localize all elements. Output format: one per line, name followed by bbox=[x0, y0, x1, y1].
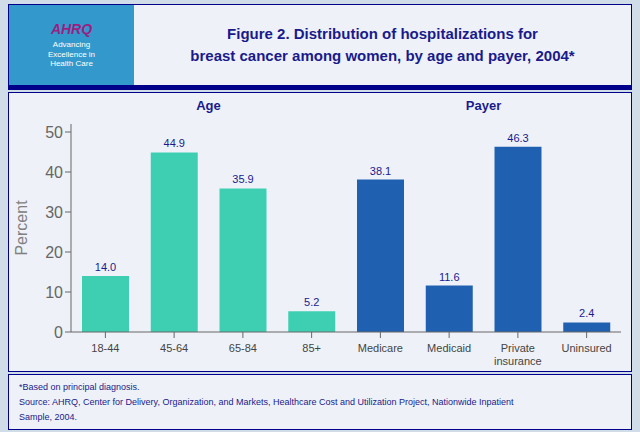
svg-text:20: 20 bbox=[45, 244, 63, 261]
svg-text:0: 0 bbox=[54, 324, 63, 341]
html-text:breast cancer among women, by: breast cancer among women, by age and pa… bbox=[190, 47, 575, 64]
svg-text:40: 40 bbox=[45, 164, 63, 181]
svg-text:Uninsured: Uninsured bbox=[562, 342, 612, 354]
svg-text:5.2: 5.2 bbox=[304, 296, 319, 308]
svg-text:35.9: 35.9 bbox=[232, 173, 253, 185]
svg-text:Percent: Percent bbox=[13, 200, 30, 256]
html-text:Source: AHRQ, Center for Deliv: Source: AHRQ, Center for Delivery, Organ… bbox=[19, 397, 514, 407]
svg-text:Medicaid: Medicaid bbox=[427, 342, 471, 354]
html-text:*Based on principal diagnosis.: *Based on principal diagnosis. bbox=[19, 382, 140, 392]
html-text:Excellence in: Excellence in bbox=[47, 49, 96, 59]
svg-text:2.4: 2.4 bbox=[579, 307, 594, 319]
svg-text:46.3: 46.3 bbox=[507, 132, 528, 144]
svg-text:14.0: 14.0 bbox=[95, 261, 116, 273]
svg-text:85+: 85+ bbox=[302, 342, 321, 354]
svg-text:44.9: 44.9 bbox=[164, 137, 185, 149]
html-text:Sample, 2004.: Sample, 2004. bbox=[19, 412, 77, 422]
svg-text:Privateinsurance: Privateinsurance bbox=[494, 342, 542, 367]
svg-text:45-64: 45-64 bbox=[160, 342, 188, 354]
html-text:Payer: Payer bbox=[465, 98, 502, 113]
html-text:Figure 2. Distribution of hosp: Figure 2. Distribution of hospitalizatio… bbox=[227, 24, 538, 42]
svg-text:10: 10 bbox=[45, 284, 63, 301]
html-text:Age: Age bbox=[196, 98, 221, 113]
html-text:AHRQ: AHRQ bbox=[50, 21, 93, 38]
html-text:Health Care: Health Care bbox=[50, 59, 93, 69]
svg-text:Medicare: Medicare bbox=[358, 342, 403, 354]
svg-text:65-84: 65-84 bbox=[229, 342, 257, 354]
svg-text:30: 30 bbox=[45, 204, 63, 221]
svg-text:50: 50 bbox=[45, 124, 63, 141]
html-text:Advancing: Advancing bbox=[52, 40, 91, 50]
svg-text:38.1: 38.1 bbox=[370, 165, 391, 177]
svg-text:11.6: 11.6 bbox=[439, 271, 460, 283]
svg-text:18-44: 18-44 bbox=[91, 342, 119, 354]
